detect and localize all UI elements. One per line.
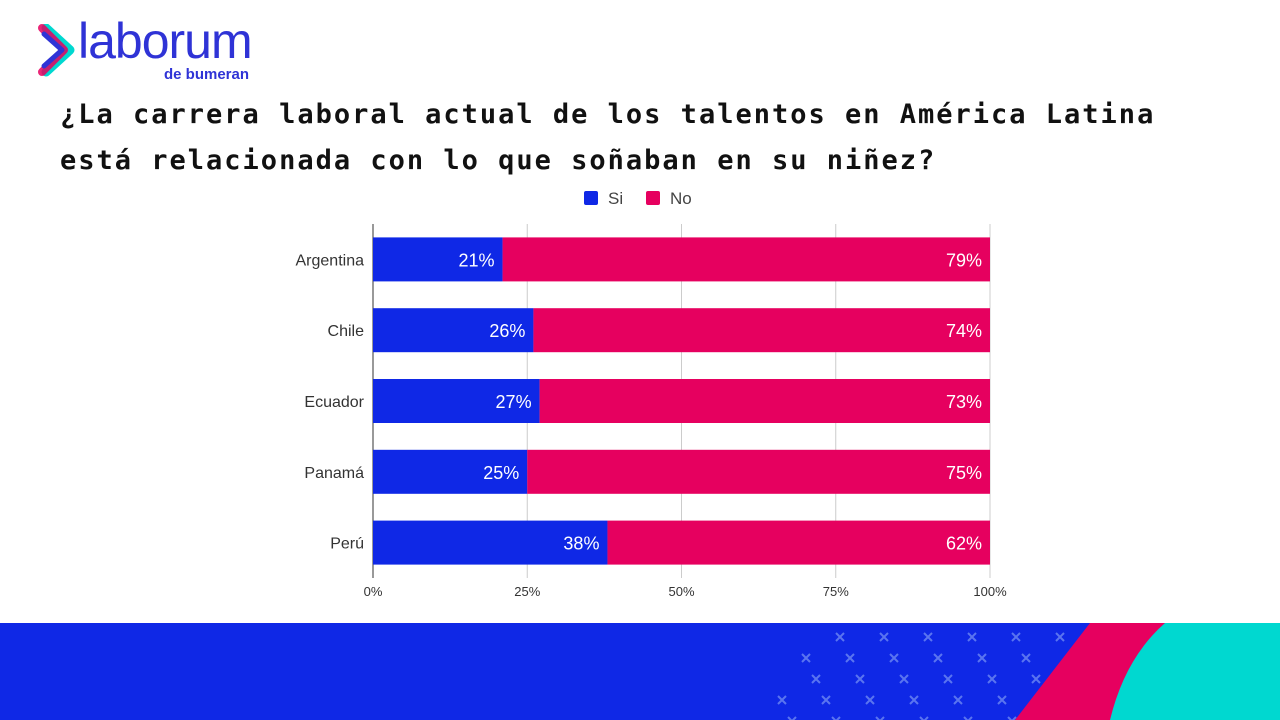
footer-x-pattern	[777, 632, 1065, 720]
x-mark	[801, 653, 811, 663]
data-label-no: 74%	[946, 321, 982, 341]
footer-decoration	[0, 623, 1280, 720]
logo-chevron-icon	[38, 24, 75, 77]
bar-si	[373, 237, 503, 282]
x-mark	[865, 695, 875, 705]
category-label: Ecuador	[304, 394, 364, 411]
data-label-no: 73%	[946, 392, 982, 412]
x-mark	[855, 674, 865, 684]
x-mark	[875, 716, 885, 720]
legend-swatch-si	[584, 191, 598, 205]
x-mark	[845, 653, 855, 663]
x-mark	[997, 695, 1007, 705]
x-mark	[777, 695, 787, 705]
category-label: Panamá	[304, 465, 364, 482]
x-mark	[909, 695, 919, 705]
x-mark	[977, 653, 987, 663]
stacked-bar-chart: 0% 25% 50% 75% 100% Si No Argentina 21% 79% Chile 2…	[296, 189, 1008, 599]
x-mark	[835, 632, 845, 642]
data-label-no: 75%	[946, 463, 982, 483]
data-label-si: 21%	[459, 250, 495, 270]
page-title: ¿La carrera laboral actual de los talent…	[60, 99, 1156, 176]
x-mark	[1031, 674, 1041, 684]
bar-si	[373, 308, 534, 353]
x-mark	[923, 632, 933, 642]
x-mark	[1007, 716, 1017, 720]
bar-si	[373, 379, 540, 423]
data-label-no: 62%	[946, 534, 982, 554]
x-mark	[889, 653, 899, 663]
data-label-si: 26%	[489, 321, 525, 341]
legend-swatch-no	[646, 191, 660, 205]
bar-no	[539, 379, 990, 423]
x-tick-label: 50%	[668, 584, 694, 599]
x-mark	[933, 653, 943, 663]
bar-no	[607, 520, 990, 565]
bar-no	[502, 237, 990, 282]
bar-no	[533, 308, 990, 353]
data-label-si: 38%	[563, 534, 599, 554]
x-mark	[811, 674, 821, 684]
bar-si	[373, 520, 608, 565]
data-label-si: 25%	[483, 463, 519, 483]
x-mark	[963, 716, 973, 720]
x-mark	[1021, 653, 1031, 663]
footer-teal-shape	[1110, 623, 1280, 720]
x-mark	[943, 674, 953, 684]
x-tick-label: 75%	[823, 584, 849, 599]
x-mark	[1011, 632, 1021, 642]
x-mark	[899, 674, 909, 684]
logo-sub: de bumeran	[164, 66, 250, 83]
bar-si	[373, 449, 528, 494]
x-mark	[879, 632, 889, 642]
legend-label-no: No	[670, 189, 692, 208]
x-tick-label: 25%	[514, 584, 540, 599]
x-mark	[831, 716, 841, 720]
bar-no	[527, 449, 990, 494]
x-tick-label: 0%	[364, 584, 383, 599]
legend-label-si: Si	[608, 189, 623, 208]
x-mark	[953, 695, 963, 705]
x-mark	[787, 716, 797, 720]
x-mark	[919, 716, 929, 720]
x-mark	[821, 695, 831, 705]
category-label: Argentina	[296, 252, 365, 269]
x-mark	[1055, 632, 1065, 642]
laborum-logo: laborum de bumeran	[36, 16, 266, 86]
x-mark	[987, 674, 997, 684]
category-label: Perú	[330, 536, 364, 553]
data-label-no: 79%	[946, 250, 982, 270]
x-mark	[967, 632, 977, 642]
data-label-si: 27%	[496, 392, 532, 412]
logo-word: laborum	[78, 13, 253, 69]
x-tick-label: 100%	[973, 584, 1007, 599]
category-label: Chile	[328, 323, 365, 340]
